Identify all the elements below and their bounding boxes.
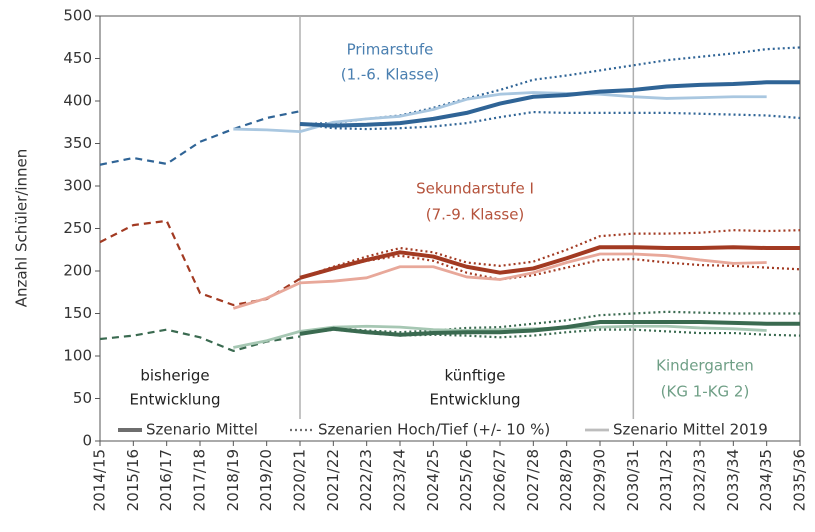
x-tick-label: 2019/20 xyxy=(257,449,275,511)
x-tick-label: 2021/22 xyxy=(324,449,342,511)
x-tick-label: 2033/34 xyxy=(724,449,742,511)
x-tick-label: 2028/29 xyxy=(557,449,575,511)
annotation: Primarstufe xyxy=(347,41,434,59)
series-line xyxy=(99,219,301,307)
y-tick-label: 450 xyxy=(63,49,92,67)
series-line xyxy=(232,252,767,310)
annotation: künftige xyxy=(444,367,505,385)
y-tick-label: 100 xyxy=(63,347,92,365)
x-tick-label: 2022/23 xyxy=(357,449,375,511)
annotation: Kindergarten xyxy=(656,357,754,375)
series-line xyxy=(299,46,801,126)
x-tick-label: 2018/19 xyxy=(224,449,242,511)
x-tick-label: 2030/31 xyxy=(624,449,642,511)
series-line xyxy=(299,80,800,128)
series-line xyxy=(299,310,800,335)
x-tick-label: 2017/18 xyxy=(191,449,209,511)
y-tick-label: 500 xyxy=(63,7,92,25)
y-tick-label: 0 xyxy=(82,432,92,450)
x-tick-label: 2015/16 xyxy=(124,449,142,511)
annotation: (7.-9. Klasse) xyxy=(426,206,525,224)
x-tick-label: 2025/26 xyxy=(457,449,475,511)
y-tick-label: 50 xyxy=(73,389,92,407)
annotation: Sekundarstufe I xyxy=(416,180,534,198)
legend-box xyxy=(108,419,798,440)
y-tick-label: 250 xyxy=(63,219,92,237)
y-tick-label: 350 xyxy=(63,134,92,152)
x-tick-label: 2026/27 xyxy=(491,449,509,511)
series-line xyxy=(99,110,301,166)
x-tick-label: 2032/33 xyxy=(691,449,709,511)
x-tick-label: 2014/15 xyxy=(91,449,109,511)
x-tick-label: 2035/36 xyxy=(791,449,809,511)
x-tick-label: 2023/24 xyxy=(391,449,409,511)
x-tick-label: 2027/28 xyxy=(524,449,542,511)
series-line xyxy=(299,245,800,280)
series-line xyxy=(299,254,801,281)
legend-label: Szenarien Hoch/Tief (+/- 10 %) xyxy=(318,421,550,439)
x-tick-label: 2029/30 xyxy=(591,449,609,511)
annotation: Entwicklung xyxy=(130,391,221,409)
series-line xyxy=(299,328,801,339)
x-tick-label: 2031/32 xyxy=(657,449,675,511)
legend-label: Szenario Mittel xyxy=(146,421,258,439)
annotation: (KG 1-KG 2) xyxy=(661,383,750,401)
x-tick-label: 2016/17 xyxy=(157,449,175,511)
series-line xyxy=(299,320,800,337)
y-tick-label: 400 xyxy=(63,92,92,110)
annotation: bisherige xyxy=(140,367,209,385)
annotation: Entwicklung xyxy=(430,391,521,409)
y-tick-label: 150 xyxy=(63,304,92,322)
y-axis-label: Anzahl Schüler/innen xyxy=(13,149,31,308)
x-tick-label: 2034/35 xyxy=(757,449,775,511)
annotation: (1.-6. Klasse) xyxy=(341,66,440,84)
y-tick-label: 300 xyxy=(63,177,92,195)
legend-label: Szenario Mittel 2019 xyxy=(613,421,768,439)
x-tick-label: 2020/21 xyxy=(291,449,309,511)
x-tick-label: 2024/25 xyxy=(424,449,442,511)
series-line xyxy=(299,110,801,131)
y-tick-label: 200 xyxy=(63,262,92,280)
